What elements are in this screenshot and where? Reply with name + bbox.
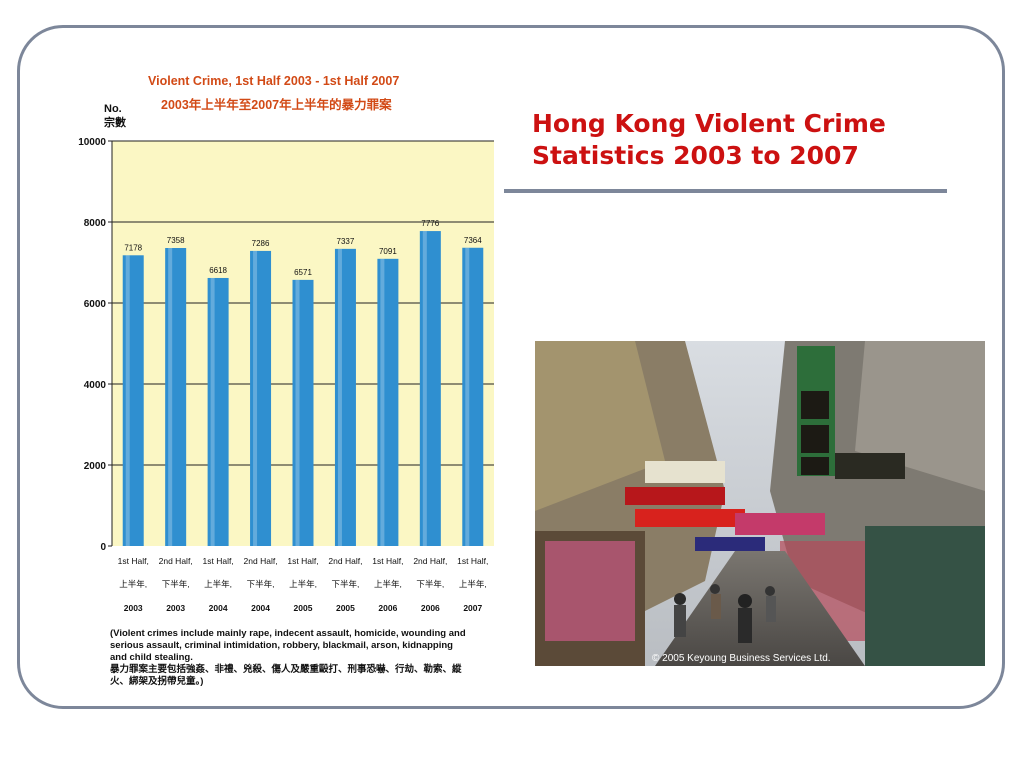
x-tick-label: 上半年, [119,579,147,589]
x-tick-label: 2003 [166,603,185,613]
x-tick-label: 2006 [378,603,397,613]
x-tick-label: 下半年, [332,579,360,589]
x-tick-label: 下半年, [162,579,190,589]
y-tick-label: 0 [100,542,106,553]
bar-highlight [465,247,470,546]
x-tick-label: 下半年, [247,579,275,589]
data-label: 7178 [124,243,142,252]
data-label: 6571 [294,268,312,277]
x-tick-label: 1st Half, [372,556,403,566]
bar [334,248,356,546]
x-tick-label: 上半年, [289,579,317,589]
footnote-line: and child stealing. [110,652,193,663]
street-photo-illustration [535,341,985,666]
bar [377,258,399,546]
bar [419,231,441,546]
y-axis-label: No. 宗數 [104,102,126,130]
x-tick-label: 上半年, [374,579,402,589]
data-label: 6618 [209,266,227,275]
bar-highlight [337,248,342,546]
footnote-line: 火、綁架及拐帶兒童。) [110,676,204,687]
chart-plot: 0 2000 4000 6000 8000 10000 7178 1st Half, 上半年, 2… [78,137,494,613]
bar-highlight [125,255,130,546]
bar [292,279,314,546]
photo-credit: © 2005 Keyoung Business Services Ltd. [652,653,831,664]
x-tick-label: 2003 [124,603,143,613]
bar [250,250,272,547]
x-tick-label: 1st Half, [118,556,149,566]
x-tick-label: 上半年, [204,579,232,589]
x-tick-label: 2nd Half, [159,556,193,566]
data-label: 7364 [464,236,482,245]
y-axis-label-zh: 宗數 [104,117,126,129]
footnote-line: serious assault, criminal intimidation, … [110,640,453,651]
x-tick-label: 2004 [209,603,228,613]
street-market-photo [535,341,985,666]
x-tick-label: 2005 [294,603,313,613]
data-label: 7776 [421,219,439,228]
x-tick-label: 2nd Half, [413,556,447,566]
bar-highlight [422,231,427,546]
y-tick-label: 10000 [78,137,106,148]
bar [207,277,229,546]
bar-highlight [295,279,300,546]
x-tick-label: 2nd Half, [244,556,278,566]
x-tick-label: 1st Half, [287,556,318,566]
data-label: 7286 [252,239,270,248]
x-tick-label: 2005 [336,603,355,613]
x-tick-label: 1st Half, [203,556,234,566]
data-label: 7091 [379,247,397,256]
x-tick-label: 1st Half, [457,556,488,566]
footnote-line: 暴力罪案主要包括強姦、非禮、兇殺、傷人及嚴重毆打、刑事恐嚇、行劫、勒索、縱 [110,664,462,675]
y-tick-label: 4000 [84,380,107,391]
bar-highlight [168,248,173,546]
x-tick-label: 2006 [421,603,440,613]
x-tick-label: 2nd Half, [328,556,362,566]
chart-title: Violent Crime, 1st Half 2003 - 1st Half … [148,74,400,88]
slide-title: Hong Kong Violent Crime Statistics 2003 … [532,109,886,170]
bar-highlight [210,277,215,546]
bar-highlight [253,250,258,547]
bar [165,248,187,546]
bar [462,247,484,546]
x-tick-label: 2007 [463,603,482,613]
x-tick-label: 上半年, [459,579,487,589]
bar [122,255,144,546]
data-label: 7337 [337,237,355,246]
footnote-line: (Violent crimes include mainly rape, ind… [110,628,466,639]
y-tick-label: 6000 [84,299,107,310]
y-tick-label: 8000 [84,218,107,229]
bar-chart: Violent Crime, 1st Half 2003 - 1st Half … [70,70,500,710]
chart-footnote: (Violent crimes include mainly rape, ind… [110,628,495,688]
title-divider [504,189,947,193]
bar-highlight [380,258,385,546]
y-tick-label: 2000 [84,461,107,472]
x-tick-label: 2004 [251,603,270,613]
y-axis-label-en: No. [104,103,122,115]
x-tick-label: 下半年, [416,579,444,589]
data-label: 7358 [167,236,185,245]
chart-subtitle: 2003年上半年至2007年上半年的暴力罪案 [161,98,392,112]
